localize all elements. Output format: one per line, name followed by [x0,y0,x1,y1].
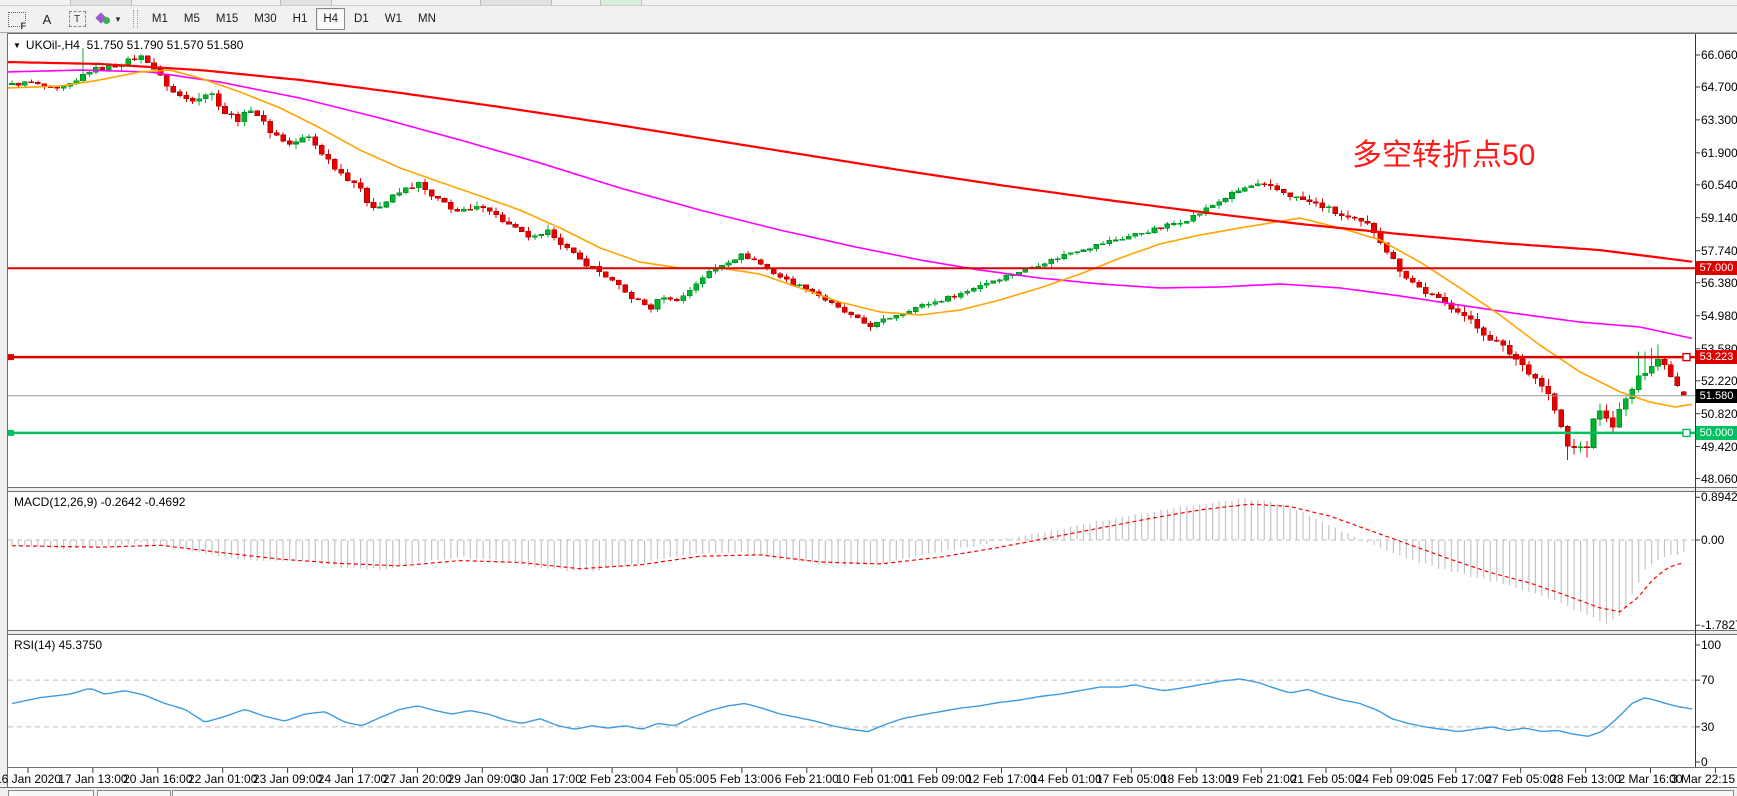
text-a-icon: A [42,11,52,27]
chart-title-symbol: UKOil-,H4 [25,38,80,52]
time-axis-scale[interactable] [8,768,1695,787]
shapes-dropdown-button[interactable]: ▼ [94,7,123,31]
insert-text-button[interactable]: A [34,7,60,31]
time-tick-label: 27 Jan 20:00 [382,772,453,786]
time-tick-label: 16 Jan 2020 [0,772,62,786]
time-tick-label: 2 Feb 23:00 [580,772,645,786]
shapes-icon [95,12,111,26]
time-tick-label: 6 Feb 21:00 [774,772,839,786]
partial-button [280,0,332,5]
timeframe-button-m5[interactable]: M5 [183,13,200,25]
symbol-dropdown-icon[interactable]: ▼ [13,41,21,50]
time-tick-label: 10 Feb 01:00 [836,772,908,786]
time-tick-label: 4 Feb 05:00 [644,772,710,786]
price-axis-scale[interactable] [1696,34,1737,767]
toolbar-grip[interactable] [132,10,138,28]
time-tick-label: 24 Feb 09:00 [1355,772,1427,786]
timeframe-button-m1[interactable]: M1 [151,13,168,25]
chart-tab[interactable] [172,790,1734,796]
chart-tab[interactable] [97,790,171,796]
time-tick-label: 28 Feb 13:00 [1550,772,1621,786]
main-chart-pane[interactable] [8,34,1695,487]
time-tick-label: 22 Jan 01:00 [187,772,258,786]
chart-toolbar: F A T ▼ M1 M5 M15 M30 H1 H4 D1 W1 MN [0,6,1737,33]
top-partial-toolbar [0,0,1737,6]
time-tick-label: 14 Feb 01:00 [1031,772,1102,786]
time-tick-label: 18 Feb 13:00 [1160,772,1232,786]
time-tick-label: 30 Jan 17:00 [512,772,582,786]
time-tick-label: 17 Feb 05:00 [1095,772,1167,786]
chart-title: ▼ UKOil-,H4 51.750 51.790 51.570 51.580 [13,38,243,52]
time-tick-label: 17 Jan 13:00 [58,772,128,786]
chart-tab[interactable] [8,790,94,796]
time-tick-label: 12 Feb 17:00 [966,772,1037,786]
chart-shift-button[interactable]: F [4,7,30,31]
time-tick-label: 20 Jan 16:00 [123,772,193,786]
time-tick-label: 3 Mar 22:15 [1670,772,1735,786]
pane-resize-handle[interactable] [7,487,1737,492]
time-tick-label: 25 Feb 17:00 [1420,772,1492,786]
partial-button [70,0,132,5]
chart-title-ohlc: 51.750 51.790 51.570 51.580 [86,38,244,52]
insert-text-label-button[interactable]: T [64,7,90,31]
timeframe-toolbar-group: M1 M5 M15 M30 H1 H4 D1 W1 MN [144,8,444,30]
timeframe-button-h4[interactable]: H4 [316,8,346,30]
time-tick-label: 5 Feb 13:00 [709,772,774,786]
time-tick-label: 23 Jan 09:00 [252,772,323,786]
timeframe-button-h1[interactable]: H1 [292,13,308,25]
timeframe-button-m30[interactable]: M30 [254,13,277,25]
time-tick-label: 19 Feb 21:00 [1225,772,1297,786]
time-tick-label: 11 Feb 09:00 [901,772,972,786]
text-box-icon: T [68,11,86,27]
time-tick-label: 27 Feb 05:00 [1485,772,1557,786]
partial-button [600,0,642,5]
rsi-pane[interactable] [8,635,1695,767]
timeframe-button-m15[interactable]: M15 [215,13,239,25]
chart-left-gutter [0,33,8,786]
pane-resize-handle[interactable] [7,630,1737,635]
chart-shift-icon: F [8,11,26,30]
time-tick-label: 2 Mar 16:00 [1618,772,1683,786]
partial-button [480,0,552,5]
timeframe-button-w1[interactable]: W1 [384,13,402,25]
time-tick-label: 24 Jan 17:00 [317,772,388,786]
time-tick-label: 29 Jan 09:00 [447,772,517,786]
chevron-down-icon: ▼ [114,14,122,24]
bottom-tab-strip [0,787,1737,796]
timeframe-button-d1[interactable]: D1 [354,13,369,25]
time-tick-label: 21 Feb 05:00 [1290,772,1362,786]
macd-pane[interactable] [8,492,1695,630]
timeframe-button-mn[interactable]: MN [418,13,436,25]
